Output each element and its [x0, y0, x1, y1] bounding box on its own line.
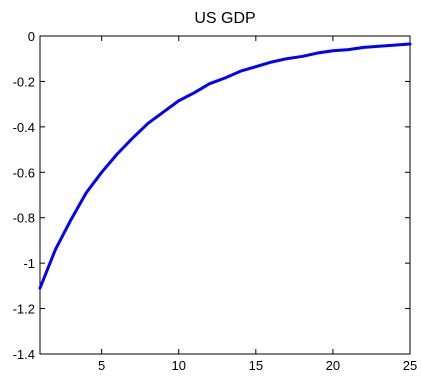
x-tick-label: 20	[326, 358, 340, 373]
series-line	[38, 42, 412, 290]
y-tick-label: -0.2	[13, 74, 35, 89]
y-tick-label: -1	[23, 256, 35, 271]
x-tick-label: 15	[249, 358, 263, 373]
y-tick-label: 0	[28, 29, 35, 44]
y-tick-label: -0.4	[13, 120, 35, 135]
plot-area	[39, 35, 411, 355]
y-tick-label: -1.4	[13, 347, 35, 362]
y-tick-label: -1.2	[13, 302, 35, 317]
x-axis-ticks: 5 10 15 20 25	[98, 36, 417, 373]
y-tick-label: -0.8	[13, 211, 35, 226]
x-tick-label: 5	[98, 358, 105, 373]
x-tick-label: 10	[172, 358, 186, 373]
y-axis-ticks: 0 -0.2 -0.4 -0.6 -0.8 -1 -1.2 -1.4	[13, 29, 410, 362]
y-tick-label: -0.6	[13, 165, 35, 180]
series-layer	[38, 42, 412, 290]
x-tick-label: 25	[403, 358, 417, 373]
chart-title: US GDP	[194, 10, 255, 27]
